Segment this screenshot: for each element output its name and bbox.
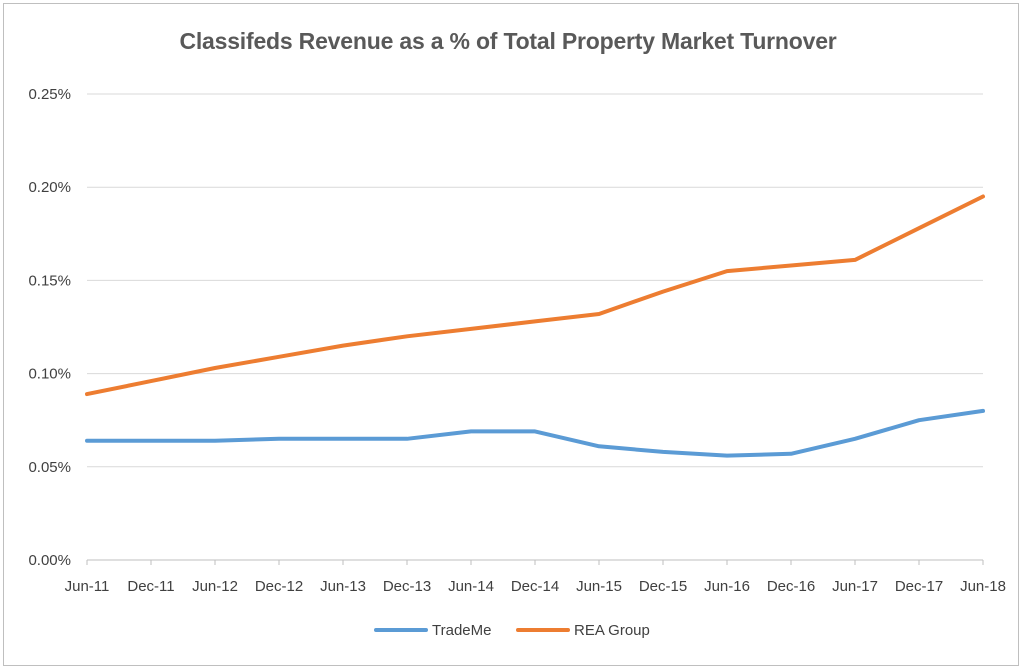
y-tick-label: 0.25% xyxy=(28,86,71,103)
x-tick-label: Jun-12 xyxy=(192,578,238,595)
x-tick-label: Dec-12 xyxy=(255,578,303,595)
chart-frame xyxy=(3,3,1019,666)
series-line-trademe xyxy=(85,408,985,458)
legend: TradeMe REA Group xyxy=(374,622,650,639)
x-tick-label: Jun-17 xyxy=(832,578,878,595)
x-tick-label: Jun-16 xyxy=(704,578,750,595)
x-tick-label: Dec-16 xyxy=(767,578,815,595)
y-axis-ticks: 0.00% 0.05% 0.10% 0.15% 0.20% 0.25% xyxy=(28,86,71,569)
x-tick-label: Jun-11 xyxy=(65,578,110,595)
x-tick-label: Dec-11 xyxy=(127,578,174,595)
y-tick-label: 0.00% xyxy=(28,552,71,569)
y-tick-label: 0.15% xyxy=(28,272,71,289)
x-tick-label: Dec-15 xyxy=(639,578,687,595)
x-tick-label: Dec-13 xyxy=(383,578,431,595)
y-tick-label: 0.20% xyxy=(28,179,71,196)
x-tick-label: Jun-14 xyxy=(448,578,494,595)
legend-label: TradeMe xyxy=(432,622,491,639)
series-lines xyxy=(85,194,985,458)
x-tick-label: Dec-14 xyxy=(511,578,559,595)
chart-title: Classifeds Revenue as a % of Total Prope… xyxy=(179,28,837,54)
x-tick-label: Jun-18 xyxy=(960,578,1006,595)
series-line-rea-group xyxy=(85,194,985,397)
x-tick-label: Dec-17 xyxy=(895,578,943,595)
legend-label: REA Group xyxy=(574,622,650,639)
y-tick-label: 0.05% xyxy=(28,459,71,476)
x-tick-label: Jun-13 xyxy=(320,578,366,595)
x-axis-ticks: Jun-11 Dec-11 Jun-12 Dec-12 Jun-13 Dec-13 Jun-… xyxy=(65,560,1006,595)
y-tick-label: 0.10% xyxy=(28,366,71,383)
gridlines xyxy=(87,93,983,561)
x-tick-label: Jun-15 xyxy=(576,578,622,595)
